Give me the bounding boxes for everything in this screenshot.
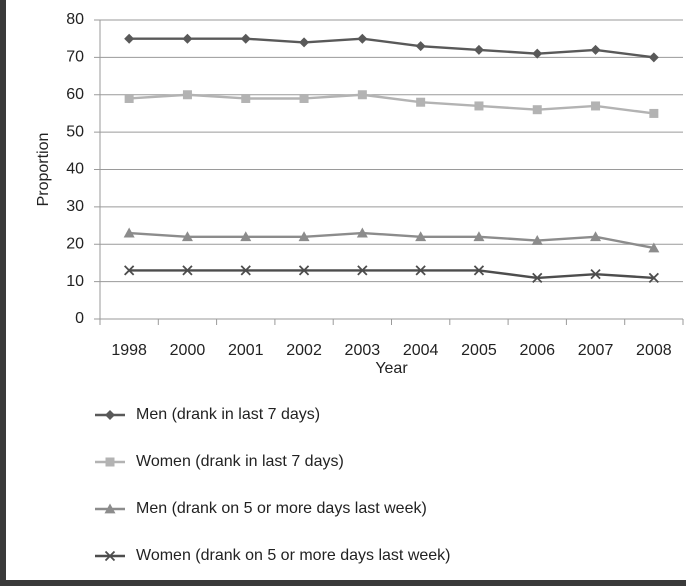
legend-item-1[interactable]: Women (drank in last 7 days): [95, 453, 344, 470]
x-tick-label-2008: 2008: [636, 342, 672, 359]
series-line: [129, 37, 655, 59]
x-tick-label-2002: 2002: [286, 342, 322, 359]
x-tick-label-2007: 2007: [578, 342, 614, 359]
data-point-1-2006: [532, 105, 542, 115]
x-tick-label-2004: 2004: [403, 342, 439, 359]
data-point-1-2001: [241, 93, 251, 103]
y-tick-label: 0: [75, 310, 84, 327]
gridlines: [94, 19, 683, 320]
legend-label: Women (drank on 5 or more days last week…: [136, 547, 451, 564]
data-point-3-1998: [124, 265, 135, 276]
legend-label: Women (drank in last 7 days): [136, 453, 344, 470]
data-point-0-2007: [590, 44, 601, 55]
series-1: [124, 90, 659, 118]
data-point-1-1998: [124, 93, 134, 103]
series-line: [129, 93, 655, 115]
series-0: [124, 33, 659, 63]
x-tick-labels: 1998 2000 2001 2002 2003 2004 2005 2006 2007 2008: [111, 342, 671, 359]
data-point-1-2002: [299, 93, 309, 103]
data-point-1-2008: [649, 108, 659, 118]
data-point-2-2000: [181, 231, 193, 242]
data-point-0-2000: [182, 33, 193, 44]
data-point-3-2007: [590, 269, 601, 280]
data-point-0-1998: [124, 33, 135, 44]
y-tick-labels: 0 10 20 30 40 50 60 70 80: [66, 11, 84, 327]
x-tick-label-2005: 2005: [461, 342, 497, 359]
legend-marker: [104, 550, 116, 562]
x-tick-label-2000: 2000: [170, 342, 206, 359]
data-point-0-2008: [648, 52, 659, 63]
data-point-2-1998: [123, 227, 135, 238]
legend-label: Men (drank in last 7 days): [136, 406, 320, 423]
axes: [99, 20, 684, 325]
x-tick-label-2006: 2006: [519, 342, 555, 359]
legend-item-0[interactable]: Men (drank in last 7 days): [95, 406, 320, 423]
data-point-2-2002: [298, 231, 310, 242]
data-point-3-2008: [648, 272, 659, 284]
series-3: [124, 265, 659, 284]
data-point-1-2004: [416, 97, 426, 107]
series-group: [123, 33, 660, 284]
legend[interactable]: Men (drank in last 7 days) Women (drank i…: [95, 406, 451, 564]
data-point-3-2006: [532, 272, 543, 284]
data-point-0-2001: [240, 33, 251, 44]
data-point-1-2007: [591, 101, 601, 111]
data-point-1-2003: [357, 90, 367, 100]
x-tick-label-2001: 2001: [228, 342, 264, 359]
legend-marker: [105, 410, 115, 420]
legend-marker: [104, 503, 116, 514]
series-line: [129, 231, 655, 250]
data-point-3-2003: [357, 265, 368, 276]
y-tick-label: 40: [66, 161, 84, 178]
data-point-2-2003: [356, 227, 368, 238]
x-tick-label-2003: 2003: [345, 342, 381, 359]
data-point-3-2005: [473, 265, 485, 276]
y-tick-label: 70: [66, 49, 84, 66]
data-point-1-2005: [474, 101, 484, 111]
data-point-0-2006: [532, 48, 543, 59]
y-tick-label: 80: [66, 11, 84, 28]
data-point-0-2002: [299, 37, 310, 48]
y-tick-label: 30: [66, 198, 84, 215]
data-point-3-2002: [298, 265, 310, 276]
x-axis-title: Year: [375, 360, 408, 377]
y-tick-label: 10: [66, 273, 84, 290]
y-tick-label: 20: [66, 235, 84, 252]
x-tick-label-1998: 1998: [111, 342, 147, 359]
data-point-2-2007: [590, 231, 602, 242]
legend-item-2[interactable]: Men (drank on 5 or more days last week): [95, 500, 427, 517]
data-point-3-2001: [240, 265, 251, 276]
data-point-0-2005: [473, 44, 484, 55]
data-point-3-2000: [182, 265, 193, 276]
legend-marker: [105, 457, 115, 467]
data-point-3-2004: [415, 265, 426, 276]
legend-label: Men (drank on 5 or more days last week): [136, 500, 427, 517]
data-point-2-2006: [531, 235, 543, 245]
series-line: [129, 269, 654, 280]
data-point-0-2003: [357, 33, 368, 44]
data-point-2-2004: [415, 231, 427, 242]
series-2: [123, 227, 660, 253]
y-tick-label: 50: [66, 123, 84, 140]
legend-item-3[interactable]: Women (drank on 5 or more days last week…: [95, 547, 451, 564]
y-tick-label: 60: [66, 86, 84, 103]
data-point-0-2004: [415, 41, 426, 52]
line-chart: 0 10 20 30 40 50 60 70 80 1998 2000 2001 2002 2003 20…: [35, 11, 684, 564]
data-point-1-2000: [182, 90, 192, 100]
data-point-2-2001: [240, 231, 252, 242]
y-axis-title: Proportion: [35, 133, 52, 207]
data-point-2-2005: [473, 231, 485, 242]
data-point-2-2008: [648, 242, 660, 253]
